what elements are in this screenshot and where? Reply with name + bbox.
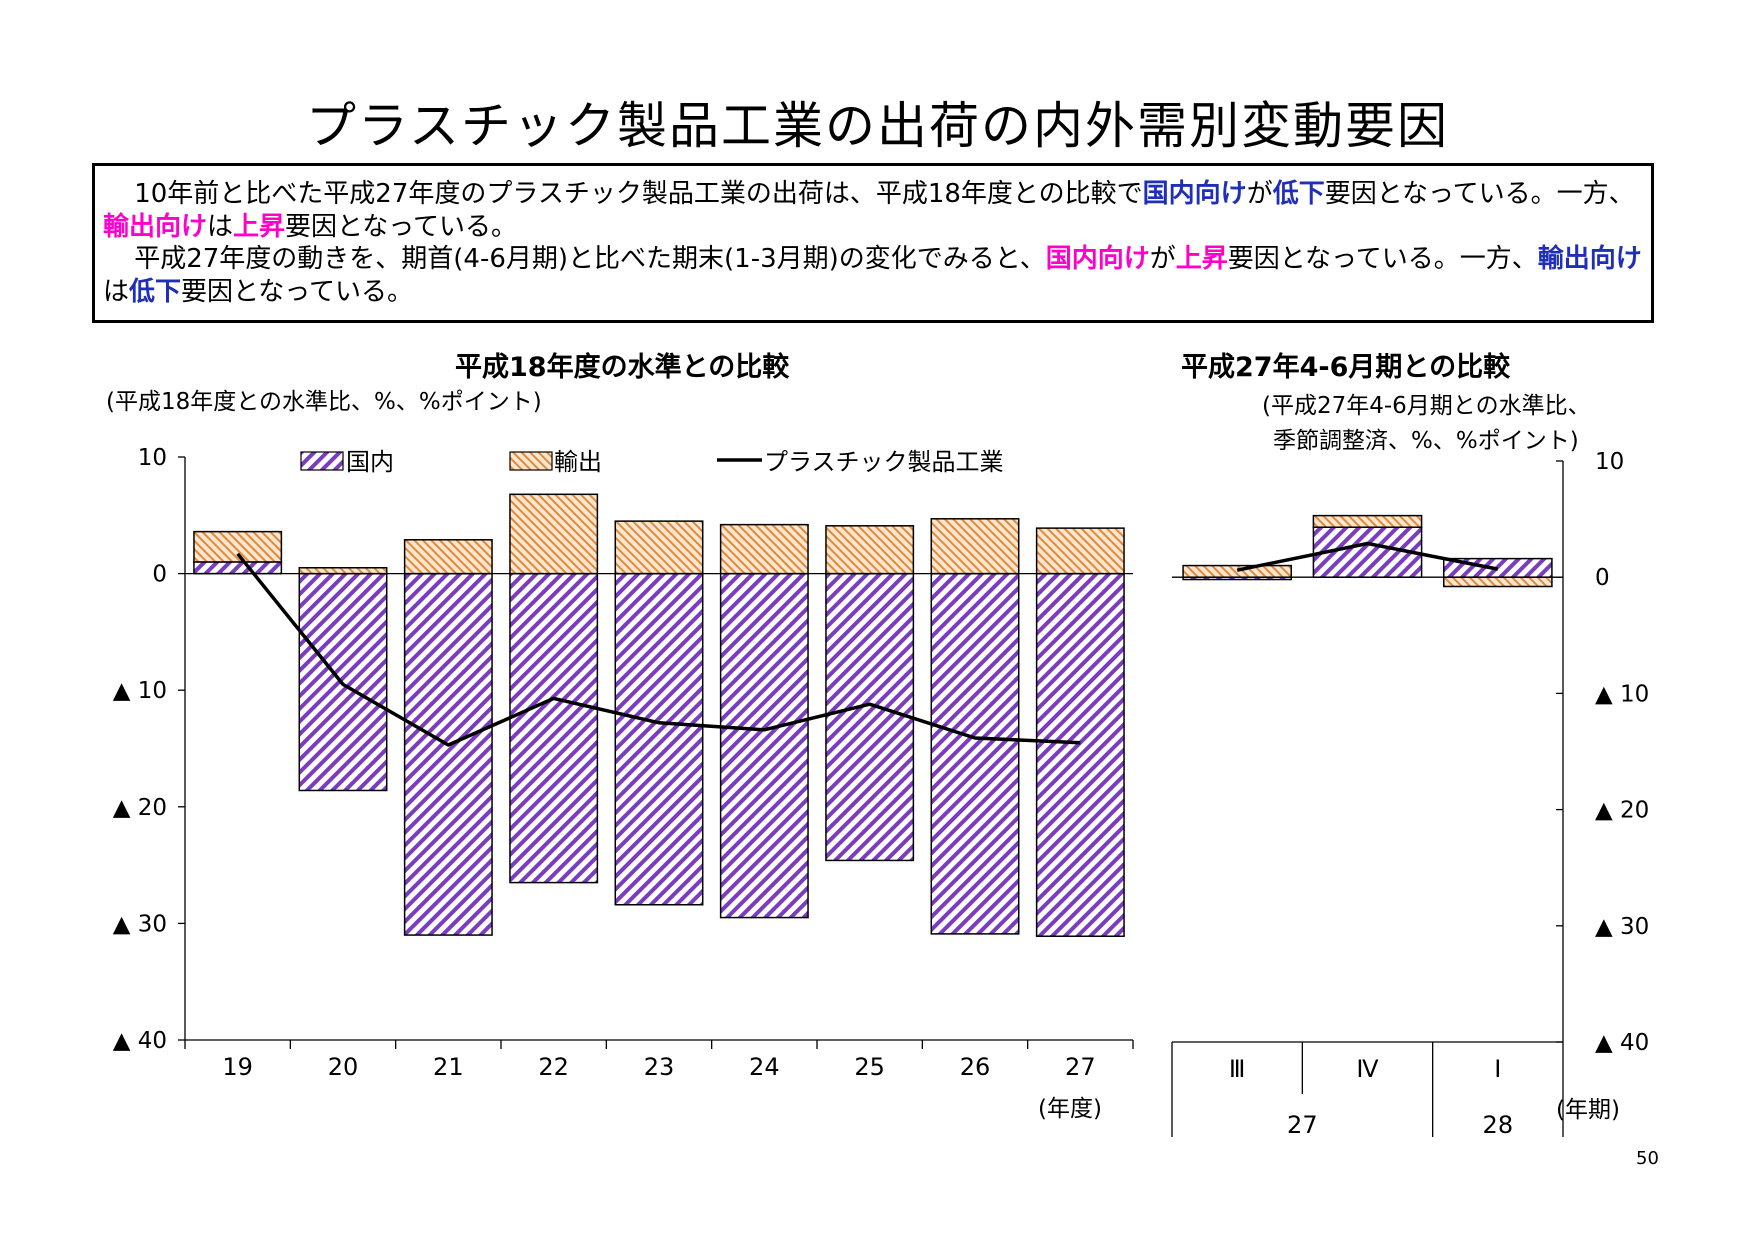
y-tick-label: ▲ 40 xyxy=(1595,1030,1649,1056)
domestic-bar xyxy=(1035,572,1125,937)
summary-text: 要因となっている。一方、 xyxy=(1324,179,1635,209)
x-tick-label: 24 xyxy=(749,1053,780,1081)
export-bar xyxy=(825,525,915,575)
legend: 国内 輸出 プラスチック製品工業 xyxy=(300,448,1004,476)
export-bar xyxy=(930,518,1020,575)
year-group-label: 27 xyxy=(1287,1111,1318,1139)
left-chart: 10 0 ▲ 10 ▲ 20 ▲ 30 ▲ 40 19 20 21 22 23 24 25 26 27 (年度… xyxy=(113,445,1134,1122)
export-bar xyxy=(614,520,704,575)
domestic-bar xyxy=(509,572,599,884)
summary-keyword: 輸出向け xyxy=(1537,244,1642,274)
y-tick-label: 10 xyxy=(138,445,167,471)
x-tick-label: Ⅲ xyxy=(1229,1055,1246,1083)
summary-text: は xyxy=(103,276,130,307)
x-tick-label: Ⅰ xyxy=(1494,1055,1501,1083)
page-title: プラスチック製品工業の出荷の内外需別変動要因 xyxy=(306,97,1449,155)
x-tick-label: 20 xyxy=(328,1053,359,1081)
summary-keyword: 上昇 xyxy=(233,211,286,242)
x-unit-label: (年期) xyxy=(1556,1097,1620,1123)
y-tick-label: ▲ 10 xyxy=(1595,681,1649,707)
legend-domestic-label: 国内 xyxy=(346,448,394,476)
right-chart-unit-note-1: (平成27年4-6月期との水準比、 xyxy=(1262,393,1591,419)
summary-box: 10年前と比べた平成27年度のプラスチック製品工業の出荷は、平成18年度との比較… xyxy=(92,163,1654,323)
x-tick-label: 23 xyxy=(644,1053,675,1081)
export-bar xyxy=(193,530,283,563)
year-group-label: 28 xyxy=(1483,1111,1514,1139)
x-tick-label: 27 xyxy=(1065,1053,1096,1081)
legend-export-swatch xyxy=(509,451,553,471)
right-chart: 10 0 ▲ 10 ▲ 20 ▲ 30 ▲ 40 Ⅲ Ⅳ Ⅰ 27 28 (年期) xyxy=(1171,449,1649,1139)
left-chart-title: 平成18年度の水準との比較 xyxy=(455,352,790,383)
summary-paragraph-1: 10年前と比べた平成27年度のプラスチック製品工業の出荷は、平成18年度との比較… xyxy=(103,178,1643,243)
y-tick-label: ▲ 10 xyxy=(113,678,167,704)
y-tick-label: 0 xyxy=(152,562,167,588)
y-tick-label: ▲ 30 xyxy=(1595,914,1649,940)
summary-text: が xyxy=(1149,244,1176,274)
y-tick-label: ▲ 20 xyxy=(1595,798,1649,824)
summary-text: 要因となっている。一方、 xyxy=(1227,244,1538,274)
summary-keyword: 上昇 xyxy=(1175,244,1228,274)
domestic-bar xyxy=(825,572,915,862)
export-bar xyxy=(1312,514,1423,528)
summary-text: が xyxy=(1246,179,1273,209)
page-number: 50 xyxy=(1636,1148,1659,1169)
summary-keyword: 輸出向け xyxy=(103,211,208,242)
summary-text: 10年前と比べた平成27年度のプラスチック製品工業の出荷は、平成18年度との比較… xyxy=(134,179,1143,209)
export-bar xyxy=(509,493,599,575)
x-tick-label: 25 xyxy=(854,1053,885,1081)
y-tick-label: ▲ 30 xyxy=(113,911,167,937)
summary-keyword: 国内向け xyxy=(1142,179,1247,209)
x-tick-label: 21 xyxy=(433,1053,464,1081)
domestic-bar xyxy=(719,572,809,919)
x-tick-label: 26 xyxy=(960,1053,991,1081)
summary-keyword: 国内向け xyxy=(1045,244,1150,274)
summary-text: 要因となっている。 xyxy=(181,276,413,307)
x-tick-label: Ⅳ xyxy=(1356,1055,1378,1083)
y-tick-label: ▲ 20 xyxy=(113,795,167,821)
legend-total-label: プラスチック製品工業 xyxy=(764,448,1004,476)
legend-export-label: 輸出 xyxy=(554,448,602,476)
domestic-bar xyxy=(403,572,493,936)
summary-text: 平成27年度の動きを、期首(4-6月期)と比べた期末(1-3月期)の変化でみると… xyxy=(134,244,1046,274)
summary-keyword: 低下 xyxy=(129,276,182,307)
domestic-bar xyxy=(930,572,1020,935)
summary-text: は xyxy=(207,211,234,242)
right-chart-title: 平成27年4-6月期との比較 xyxy=(1181,352,1511,383)
export-bar xyxy=(719,523,809,575)
x-unit-label: (年度) xyxy=(1038,1096,1102,1122)
right-chart-unit-note-2: 季節調整済、%、%ポイント) xyxy=(1273,428,1579,454)
y-tick-label: 10 xyxy=(1595,449,1624,475)
summary-paragraph-2: 平成27年度の動きを、期首(4-6月期)と比べた期末(1-3月期)の変化でみると… xyxy=(103,243,1643,308)
export-bar xyxy=(1182,564,1293,578)
summary-keyword: 低下 xyxy=(1272,179,1325,209)
y-tick-label: ▲ 40 xyxy=(113,1028,167,1054)
y-tick-label: 0 xyxy=(1595,565,1610,591)
left-chart-unit-note: (平成18年度との水準比、%、%ポイント) xyxy=(106,389,542,415)
export-bar xyxy=(403,539,493,575)
domestic-bar xyxy=(614,572,704,906)
legend-domestic-swatch xyxy=(300,451,344,471)
export-bar xyxy=(1442,576,1553,588)
export-bar xyxy=(298,567,388,575)
x-tick-label: 22 xyxy=(538,1053,569,1081)
x-tick-label: 19 xyxy=(222,1053,253,1081)
export-bar xyxy=(1035,527,1125,575)
summary-text: 要因となっている。 xyxy=(285,211,517,242)
domestic-bar xyxy=(193,561,283,575)
